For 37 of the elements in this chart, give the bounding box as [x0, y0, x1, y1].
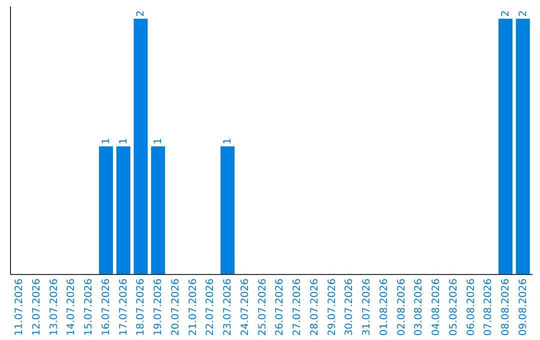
data-label: 2: [518, 10, 529, 17]
x-tick-label: 13.07.2026: [48, 278, 60, 336]
x-tick-label: 22.07.2026: [205, 278, 216, 336]
x-tick-label: 27.07.2026: [292, 278, 304, 336]
x-tick-label: 20.07.2026: [170, 278, 182, 336]
x-tick-label: 02.08.2026: [396, 278, 408, 336]
x-tick-label: 28.07.2026: [309, 278, 320, 336]
data-label: 1: [100, 138, 112, 144]
x-tick-label: 14.07.2026: [66, 278, 78, 336]
x-tick-label: 30.07.2026: [344, 278, 356, 336]
x-tick-label: 04.08.2026: [431, 278, 442, 336]
x-tick-label: 05.08.2026: [448, 278, 460, 336]
x-tick-label: 03.08.2026: [414, 278, 425, 336]
data-label: 1: [153, 138, 164, 144]
x-tick-label: 31.07.2026: [362, 278, 373, 336]
x-tick-label: 23.07.2026: [222, 278, 234, 336]
x-tick-label: 09.08.2026: [518, 278, 529, 336]
x-tick-label: 17.07.2026: [118, 278, 130, 336]
x-tick-label: 21.07.2026: [188, 278, 199, 336]
data-label: 1: [222, 138, 234, 144]
data-label: 2: [136, 10, 147, 17]
x-tick-label: 19.07.2026: [153, 278, 164, 336]
data-label: 2: [500, 10, 512, 17]
x-tick-label: 15.07.2026: [84, 278, 95, 336]
x-tick-label: 26.07.2026: [274, 278, 286, 336]
x-tick-label: 25.07.2026: [257, 278, 268, 336]
x-tick-label: 07.08.2026: [483, 278, 494, 336]
x-tick-label: 29.07.2026: [326, 278, 338, 336]
x-tick-label: 01.08.2026: [378, 278, 390, 336]
x-tick-label: 06.08.2026: [466, 278, 477, 336]
x-tick-label: 24.07.2026: [240, 278, 251, 336]
x-tick-label: 08.08.2026: [500, 278, 512, 336]
x-tick-label: 11.07.2026: [14, 278, 26, 336]
x-tick-label: 18.07.2026: [136, 278, 147, 336]
x-tick-label: 12.07.2026: [31, 278, 42, 336]
x-tick-label: 16.07.2026: [100, 278, 112, 336]
data-label: 1: [118, 138, 130, 144]
